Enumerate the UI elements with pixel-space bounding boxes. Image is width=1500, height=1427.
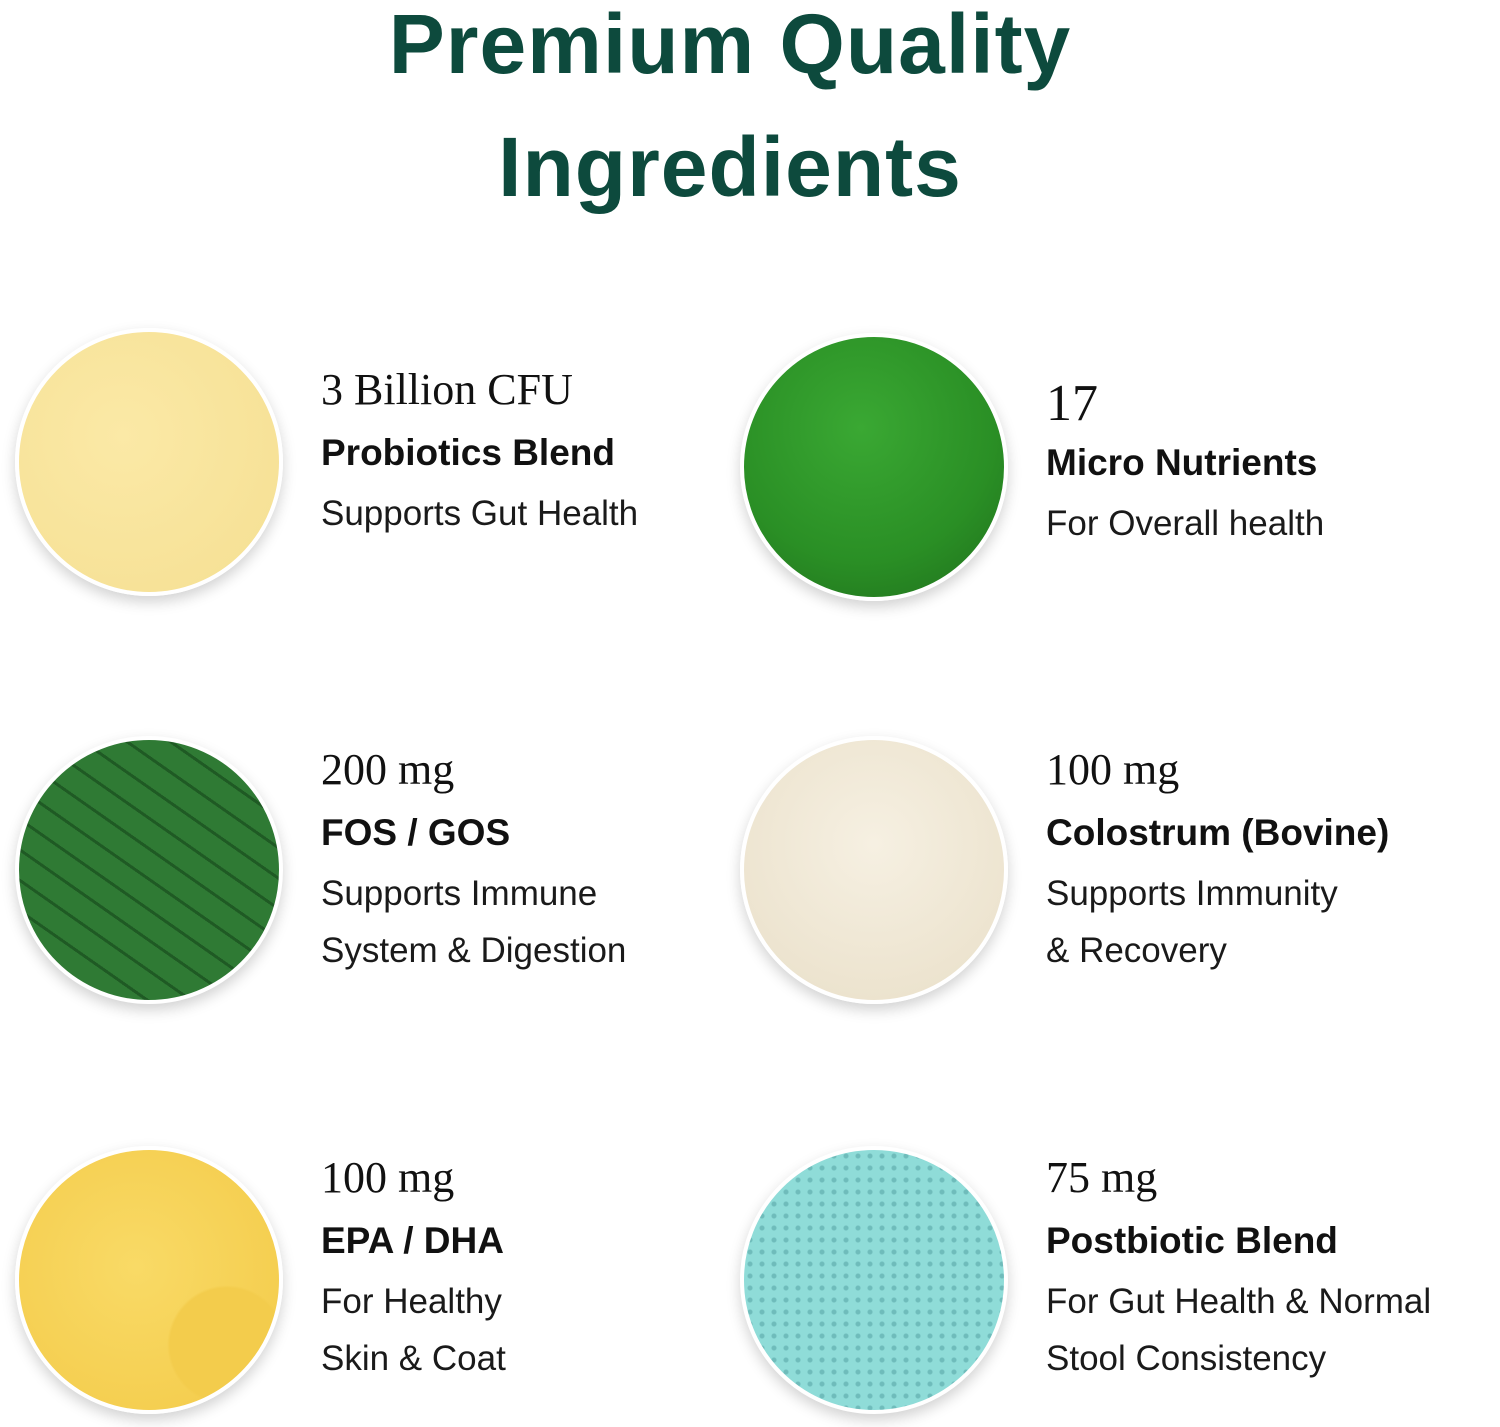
fos-gos-image [15, 736, 283, 1004]
micro-nutrients-image [740, 333, 1008, 601]
ingredient-probiotics: 3 Billion CFU Probiotics Blend Supports … [321, 368, 638, 542]
ingredient-desc: For Overall health [1046, 504, 1325, 543]
ingredient-name: Colostrum (Bovine) [1046, 812, 1390, 853]
ingredient-name: Micro Nutrients [1046, 442, 1318, 483]
ingredient-name: FOS / GOS [321, 812, 511, 853]
ingredient-epa-dha: 100 mg EPA / DHA For Healthy Skin & Coat [321, 1156, 506, 1387]
ingredient-name: EPA / DHA [321, 1220, 504, 1261]
ingredient-amount: 75 mg [1046, 1153, 1158, 1202]
ingredient-amount: 100 mg [1046, 745, 1180, 794]
ingredient-amount: 100 mg [321, 1153, 455, 1202]
ingredient-amount: 3 Billion CFU [321, 365, 573, 414]
ingredient-micro-nutrients: 17 Micro Nutrients For Overall health [1046, 378, 1324, 552]
ingredient-amount: 200 mg [321, 745, 455, 794]
ingredient-amount: 17 [1046, 375, 1098, 432]
ingredient-fos-gos: 200 mg FOS / GOS Supports Immune System &… [321, 748, 626, 979]
ingredient-name: Postbiotic Blend [1046, 1220, 1338, 1261]
ingredient-desc: Supports Immunity & Recovery [1046, 874, 1338, 970]
postbiotic-image [740, 1146, 1008, 1414]
probiotics-image [15, 328, 283, 596]
ingredient-name: Probiotics Blend [321, 432, 615, 473]
title-line-1: Premium Quality [388, 0, 1072, 91]
colostrum-image [740, 736, 1008, 1004]
ingredient-desc: For Gut Health & Normal Stool Consistency [1046, 1282, 1432, 1378]
ingredient-postbiotic: 75 mg Postbiotic Blend For Gut Health & … [1046, 1156, 1431, 1387]
ingredient-desc: Supports Gut Health [321, 494, 639, 533]
title-line-2: Ingredients [498, 120, 962, 214]
ingredient-colostrum: 100 mg Colostrum (Bovine) Supports Immun… [1046, 748, 1389, 979]
epa-dha-image [15, 1146, 283, 1414]
ingredient-desc: Supports Immune System & Digestion [321, 874, 627, 970]
ingredient-desc: For Healthy Skin & Coat [321, 1282, 506, 1378]
